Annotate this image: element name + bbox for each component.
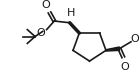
Text: O: O <box>36 28 45 38</box>
Text: O: O <box>41 0 50 10</box>
Polygon shape <box>106 47 119 51</box>
Text: H: H <box>66 8 75 18</box>
Text: O: O <box>131 34 139 44</box>
Text: O: O <box>121 62 130 72</box>
